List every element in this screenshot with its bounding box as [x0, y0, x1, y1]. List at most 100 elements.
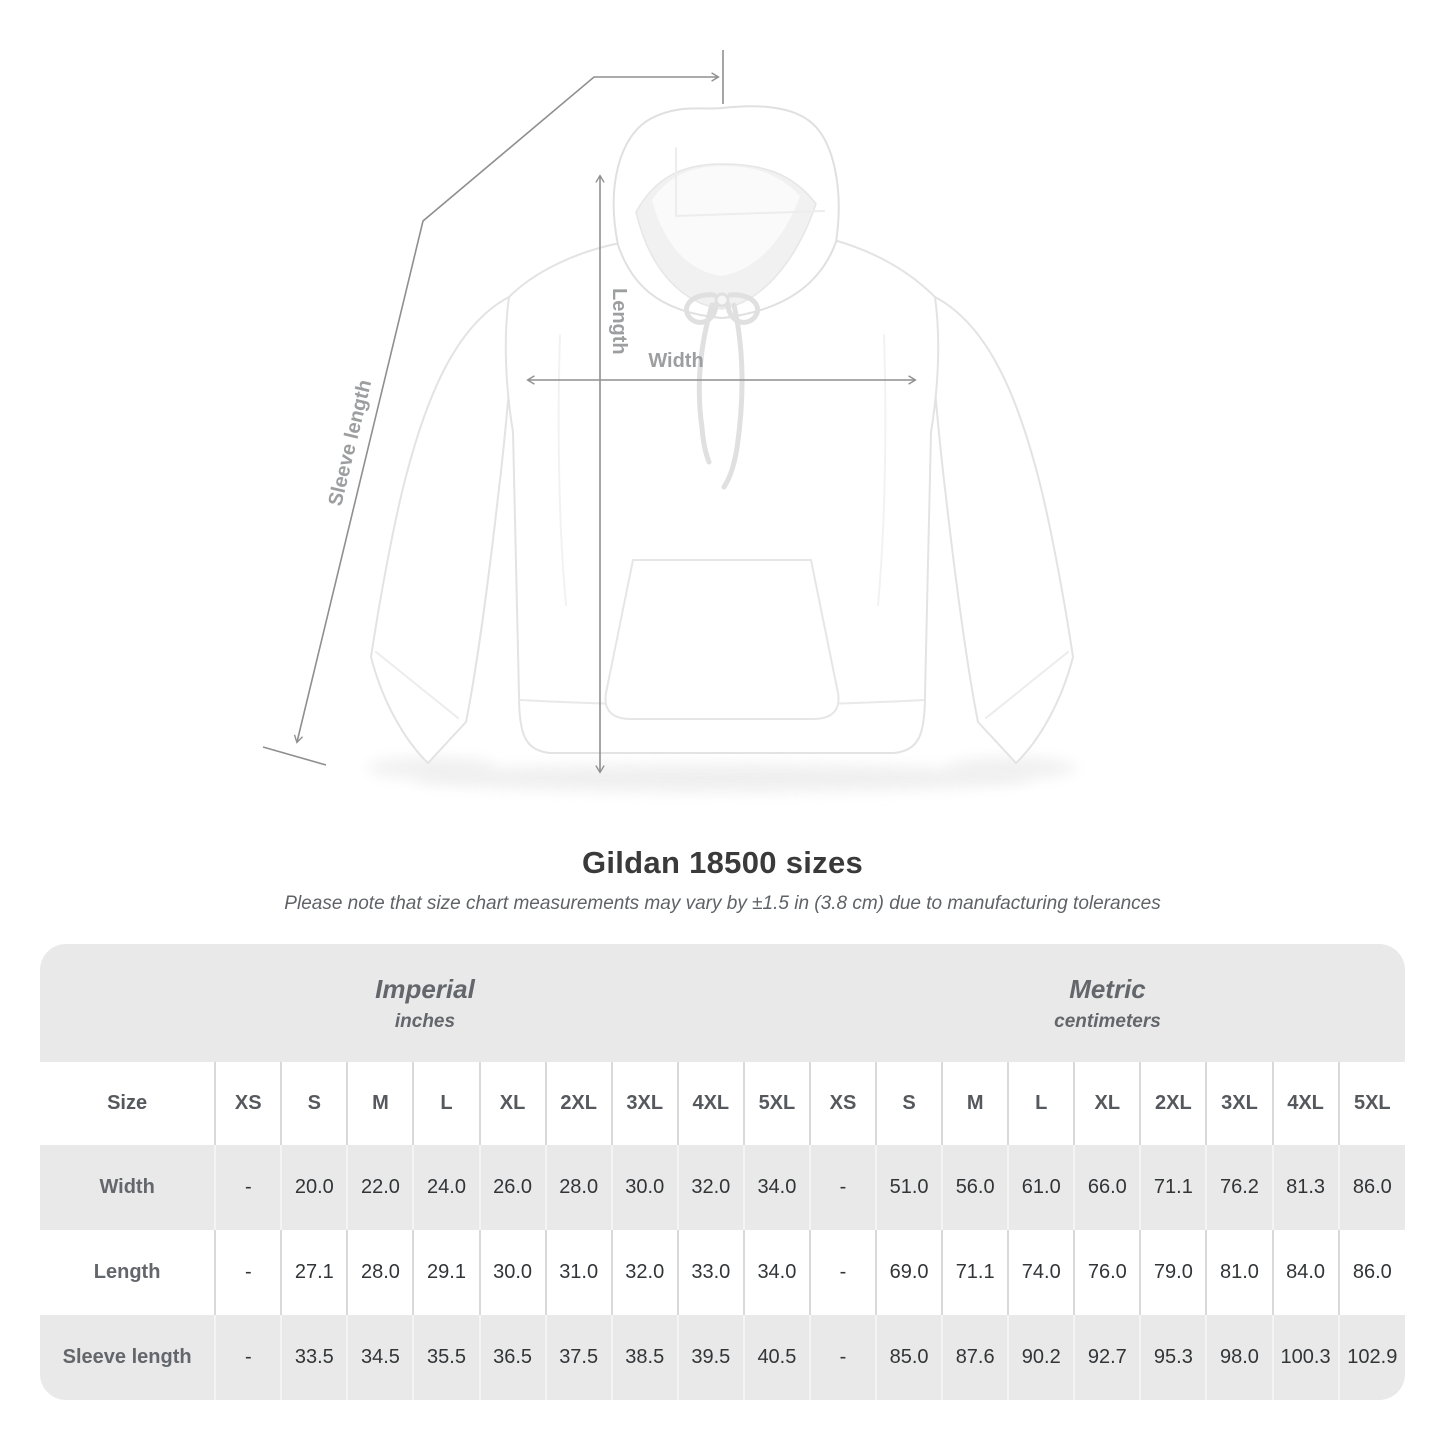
value-cell: 34.0 — [742, 1230, 810, 1315]
value-cell: 38.5 — [610, 1315, 678, 1400]
value-cell: - — [214, 1230, 282, 1315]
size-header-cell: S — [280, 1062, 348, 1145]
measurement-lines — [262, 50, 917, 774]
value-cell: 87.6 — [941, 1315, 1009, 1400]
value-cell: 61.0 — [1007, 1145, 1075, 1230]
size-header-cell: XS — [214, 1062, 282, 1145]
value-cell: 26.0 — [478, 1145, 546, 1230]
size-header-cell: S — [875, 1062, 943, 1145]
size-header-cell: XL — [478, 1062, 546, 1145]
row-label: Sleeve length — [62, 1346, 192, 1368]
value-cell: 81.3 — [1271, 1145, 1339, 1230]
size-table: Imperial inches Metric centimeters Size … — [40, 944, 1405, 1400]
imperial-group-title: Imperial — [375, 973, 475, 1004]
size-corner-header: Size — [107, 1092, 148, 1114]
metric-group-unit: centimeters — [1054, 1010, 1161, 1032]
sleeve-bottom-tick — [262, 746, 327, 766]
size-header-cell: 4XL — [1271, 1062, 1339, 1145]
imperial-group-header: Imperial inches — [40, 944, 810, 1062]
value-cell: - — [214, 1315, 282, 1400]
value-cell: 71.1 — [1139, 1145, 1207, 1230]
row-label: Width — [99, 1176, 155, 1198]
unit-group-header-row: Imperial inches Metric centimeters — [40, 944, 1405, 1062]
value-cell: 28.0 — [346, 1230, 414, 1315]
value-cell: 92.7 — [1073, 1315, 1141, 1400]
value-cell: 35.5 — [412, 1315, 480, 1400]
row-label: Length — [93, 1261, 161, 1283]
length-label: Length — [608, 288, 630, 355]
value-cell: 30.0 — [610, 1145, 678, 1230]
value-cell: - — [808, 1315, 877, 1400]
value-cell: - — [214, 1145, 282, 1230]
value-cell: 20.0 — [280, 1145, 348, 1230]
size-header-cell: M — [346, 1062, 414, 1145]
metric-group-title: Metric — [1069, 973, 1146, 1004]
sleeve-length-label: Sleeve length — [324, 378, 376, 508]
value-cell: 90.2 — [1007, 1315, 1075, 1400]
value-cell: 24.0 — [412, 1145, 480, 1230]
value-cell: 31.0 — [544, 1230, 612, 1315]
value-cell: 69.0 — [875, 1230, 943, 1315]
value-cell: 56.0 — [941, 1145, 1009, 1230]
size-header-cell: 2XL — [544, 1062, 612, 1145]
value-cell: 30.0 — [478, 1230, 546, 1315]
hoodie-pocket — [604, 559, 840, 720]
value-cell: 74.0 — [1007, 1230, 1075, 1315]
hoodie-graphic — [370, 105, 1074, 764]
value-cell: 34.5 — [346, 1315, 414, 1400]
imperial-group-unit: inches — [394, 1010, 456, 1032]
page-subtitle: Please note that size chart measurements… — [284, 893, 1161, 914]
hoodie-shadow — [368, 757, 1076, 792]
value-cell: 33.0 — [676, 1230, 744, 1315]
value-cell: 33.5 — [280, 1315, 348, 1400]
width-label: Width — [648, 350, 703, 372]
size-header-cell: L — [1007, 1062, 1075, 1145]
value-cell: 28.0 — [544, 1145, 612, 1230]
size-header-row: Size XS S M L XL 2XL 3XL 4XL 5XL XS S M … — [40, 1062, 1405, 1145]
value-cell: - — [808, 1230, 877, 1315]
page-title: Gildan 18500 sizes — [581, 845, 864, 880]
size-table-grid: Imperial inches Metric centimeters Size … — [40, 944, 1405, 1400]
value-cell: 32.0 — [676, 1145, 744, 1230]
value-cell: 40.5 — [742, 1315, 810, 1400]
value-cell: 22.0 — [346, 1145, 414, 1230]
size-header-cell: 4XL — [676, 1062, 744, 1145]
table-row-width: Width - 20.0 22.0 24.0 26.0 28.0 30.0 32… — [40, 1145, 1405, 1230]
size-header-cell: L — [412, 1062, 480, 1145]
size-header-cell: XS — [808, 1062, 877, 1145]
value-cell: 86.0 — [1337, 1145, 1405, 1230]
size-header-cell: XL — [1073, 1062, 1141, 1145]
size-header-cell: 2XL — [1139, 1062, 1207, 1145]
metric-group-header: Metric centimeters — [810, 944, 1405, 1062]
value-cell: 95.3 — [1139, 1315, 1207, 1400]
hoodie-diagram: Length Width Sleeve length — [262, 50, 1076, 792]
value-cell: 71.1 — [941, 1230, 1009, 1315]
value-cell: 76.0 — [1073, 1230, 1141, 1315]
hoodie-left-sleeve — [370, 296, 514, 764]
value-cell: 76.2 — [1205, 1145, 1273, 1230]
value-cell: 32.0 — [610, 1230, 678, 1315]
value-cell: - — [808, 1145, 877, 1230]
value-cell: 100.3 — [1271, 1315, 1339, 1400]
hoodie-right-sleeve — [930, 296, 1074, 764]
sleeve-length-arrow — [262, 50, 724, 766]
value-cell: 39.5 — [676, 1315, 744, 1400]
size-header-cell: 5XL — [1337, 1062, 1405, 1145]
table-row-length: Length - 27.1 28.0 29.1 30.0 31.0 32.0 3… — [40, 1230, 1405, 1315]
value-cell: 81.0 — [1205, 1230, 1273, 1315]
value-cell: 36.5 — [478, 1315, 546, 1400]
value-cell: 79.0 — [1139, 1230, 1207, 1315]
size-header-cell: M — [941, 1062, 1009, 1145]
hoodie-figure: Length Width Sleeve length — [262, 50, 1076, 792]
size-header-cell: 3XL — [1205, 1062, 1273, 1145]
size-header-cell: 5XL — [742, 1062, 810, 1145]
value-cell: 85.0 — [875, 1315, 943, 1400]
table-row-sleeve-length: Sleeve length - 33.5 34.5 35.5 36.5 37.5… — [40, 1315, 1405, 1400]
value-cell: 84.0 — [1271, 1230, 1339, 1315]
value-cell: 37.5 — [544, 1315, 612, 1400]
value-cell: 27.1 — [280, 1230, 348, 1315]
value-cell: 102.9 — [1337, 1315, 1405, 1400]
value-cell: 51.0 — [875, 1145, 943, 1230]
size-header-cell: 3XL — [610, 1062, 678, 1145]
